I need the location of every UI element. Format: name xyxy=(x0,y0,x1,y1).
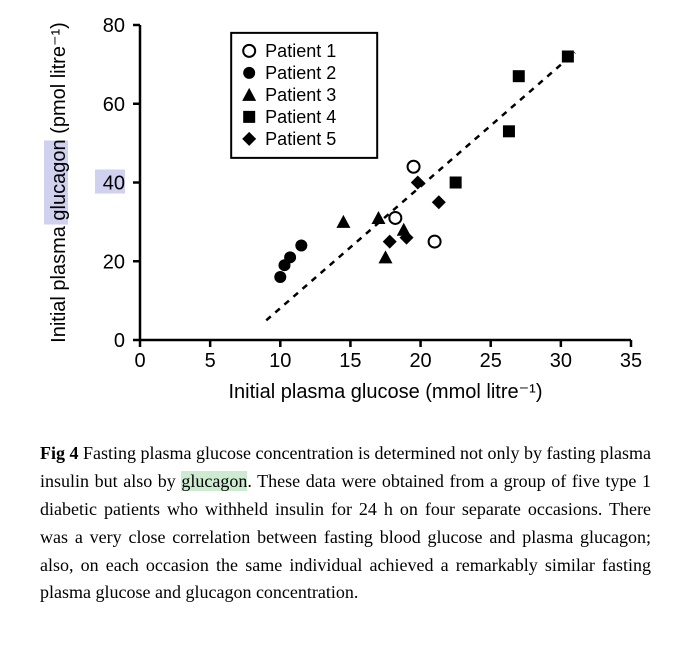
figure-caption: Fig 4 Fasting plasma glucose concentrati… xyxy=(40,440,651,607)
svg-text:15: 15 xyxy=(339,350,361,372)
svg-text:5: 5 xyxy=(205,350,216,372)
svg-text:Patient 5: Patient 5 xyxy=(265,129,336,149)
svg-text:10: 10 xyxy=(269,350,291,372)
svg-text:25: 25 xyxy=(480,350,502,372)
svg-text:Patient 2: Patient 2 xyxy=(265,63,336,83)
svg-text:0: 0 xyxy=(134,350,145,372)
svg-text:Patient 3: Patient 3 xyxy=(265,85,336,105)
svg-text:Initial plasma glucagon (pmol: Initial plasma glucagon (pmol litre⁻¹) xyxy=(48,22,70,343)
svg-text:30: 30 xyxy=(550,350,572,372)
svg-text:Patient 4: Patient 4 xyxy=(265,107,336,127)
svg-text:60: 60 xyxy=(103,94,125,116)
svg-text:35: 35 xyxy=(620,350,642,372)
svg-text:80: 80 xyxy=(103,15,125,37)
svg-text:0: 0 xyxy=(114,330,125,352)
svg-text:Patient 1: Patient 1 xyxy=(265,41,336,61)
svg-text:20: 20 xyxy=(103,251,125,273)
svg-text:20: 20 xyxy=(409,350,431,372)
caption-highlight: glucagon xyxy=(181,471,247,491)
svg-text:40: 40 xyxy=(103,173,125,195)
figure-label: Fig 4 xyxy=(40,443,79,463)
scatter-chart: 0 5 10 15 20 25 30 35 0 20 40 60 80 Initial plasma gl… xyxy=(30,10,661,410)
svg-text:Initial plasma glucose (mmol l: Initial plasma glucose (mmol litre⁻¹) xyxy=(229,381,543,403)
